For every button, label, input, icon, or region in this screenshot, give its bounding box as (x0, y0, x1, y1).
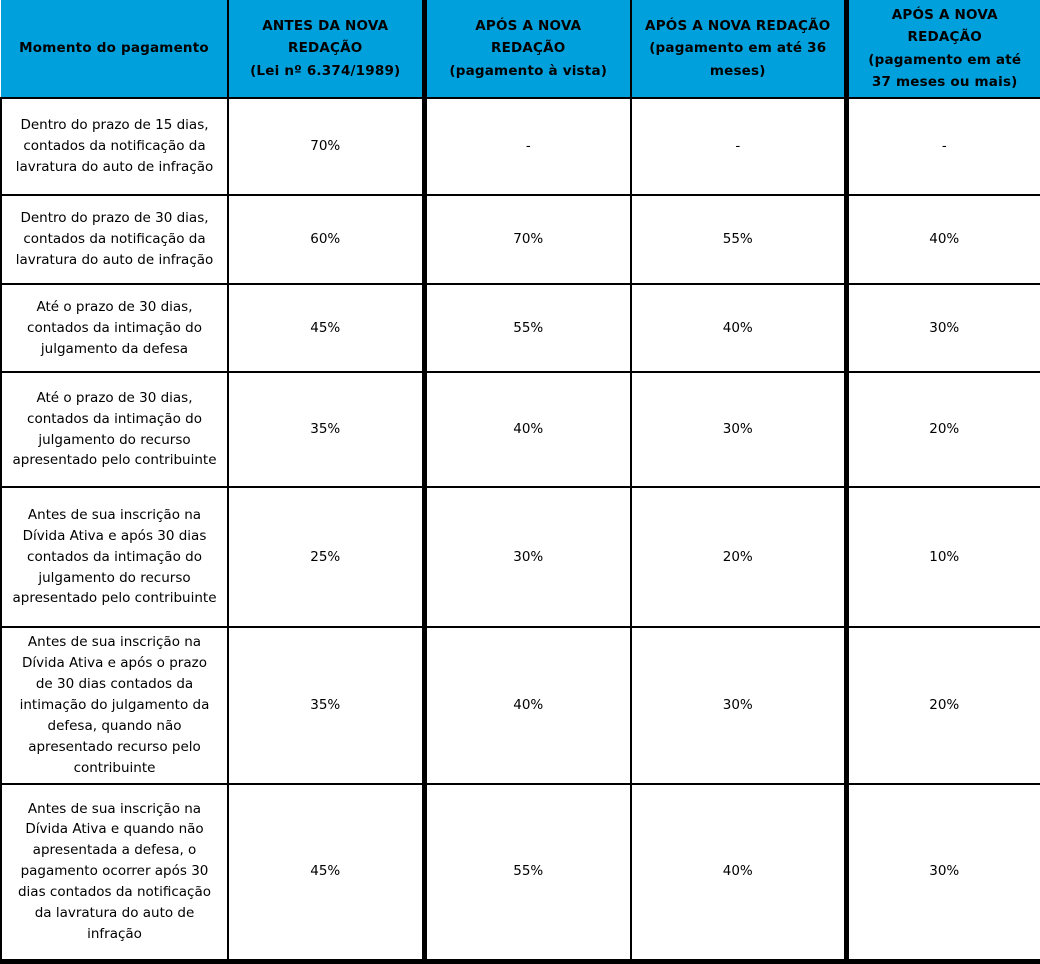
cell-37-meses: 10% (843, 486, 1040, 629)
table-row: Antes de sua inscrição na Dívida Ativa e… (0, 486, 1040, 629)
cell-36-meses: 30% (630, 626, 847, 785)
table-row: Antes de sua inscrição na Dívida Ativa e… (0, 626, 1040, 785)
header-apos-vista: APÓS A NOVA REDAÇÃO (pagamento à vista) (421, 0, 632, 100)
cell-37-meses: 20% (843, 371, 1040, 489)
cell-37-meses: 30% (843, 283, 1040, 374)
header-antes-line1: ANTES DA NOVA REDAÇÃO (262, 18, 389, 57)
header-row: Momento do pagamento ANTES DA NOVA REDAÇ… (1, 0, 1040, 100)
cell-37-meses: 40% (843, 194, 1040, 286)
cell-36-meses: - (630, 97, 847, 197)
cell-antes: 70% (227, 97, 425, 197)
cell-36-meses: 40% (630, 283, 847, 374)
cell-momento: Até o prazo de 30 dias, contados da inti… (0, 283, 229, 374)
header-37-line2: (pagamento em até 37 meses ou mais) (868, 51, 1022, 90)
table-row: Dentro do prazo de 30 dias, contados da … (0, 194, 1040, 286)
cell-vista: 55% (421, 283, 632, 374)
cell-36-meses: 20% (630, 486, 847, 629)
cell-antes: 35% (227, 371, 425, 489)
cell-vista: 55% (421, 782, 632, 964)
header-37-line1: APÓS A NOVA REDAÇÃO (891, 7, 998, 46)
cell-momento: Antes de sua inscrição na Dívida Ativa e… (0, 486, 229, 629)
cell-momento: Dentro do prazo de 30 dias, contados da … (0, 194, 229, 286)
header-antes-redacao: ANTES DA NOVA REDAÇÃO (Lei nº 6.374/1989… (227, 0, 425, 100)
cell-antes: 35% (227, 626, 425, 785)
header-momento-label: Momento do pagamento (19, 40, 209, 57)
cell-vista: 70% (421, 194, 632, 286)
table-body: Dentro do prazo de 15 dias, contados da … (0, 97, 1040, 964)
cell-37-meses: 30% (843, 782, 1040, 964)
table-row: Até o prazo de 30 dias, contados da inti… (0, 371, 1040, 489)
cell-antes: 45% (227, 283, 425, 374)
header-apos-37-meses: APÓS A NOVA REDAÇÃO (pagamento em até 37… (843, 0, 1040, 100)
cell-momento: Antes de sua inscrição na Dívida Ativa e… (0, 782, 229, 964)
cell-vista: - (421, 97, 632, 197)
cell-36-meses: 55% (630, 194, 847, 286)
cell-antes: 25% (227, 486, 425, 629)
table-row: Antes de sua inscrição na Dívida Ativa e… (0, 782, 1040, 964)
cell-momento: Antes de sua inscrição na Dívida Ativa e… (0, 626, 229, 785)
cell-36-meses: 30% (630, 371, 847, 489)
header-vista-line1: APÓS A NOVA REDAÇÃO (475, 18, 582, 57)
cell-antes: 45% (227, 782, 425, 964)
table-row: Dentro do prazo de 15 dias, contados da … (0, 97, 1040, 197)
header-apos-36-meses: APÓS A NOVA REDAÇÃO (pagamento em até 36… (630, 0, 847, 100)
cell-36-meses: 40% (630, 782, 847, 964)
header-antes-line2: (Lei nº 6.374/1989) (250, 62, 401, 79)
cell-vista: 40% (421, 626, 632, 785)
cell-momento: Dentro do prazo de 15 dias, contados da … (0, 97, 229, 197)
cell-antes: 60% (227, 194, 425, 286)
header-36-line2: (pagamento em até 36 meses) (649, 40, 827, 79)
cell-37-meses: 20% (843, 626, 1040, 785)
header-36-line1: APÓS A NOVA REDAÇÃO (645, 18, 831, 35)
header-vista-line2: (pagamento à vista) (449, 62, 608, 79)
header-momento: Momento do pagamento (1, 0, 229, 100)
cell-37-meses: - (843, 97, 1040, 197)
table-row: Até o prazo de 30 dias, contados da inti… (0, 283, 1040, 374)
cell-vista: 30% (421, 486, 632, 629)
cell-momento: Até o prazo de 30 dias, contados da inti… (0, 371, 229, 489)
table-header: Momento do pagamento ANTES DA NOVA REDAÇ… (1, 0, 1040, 100)
cell-vista: 40% (421, 371, 632, 489)
